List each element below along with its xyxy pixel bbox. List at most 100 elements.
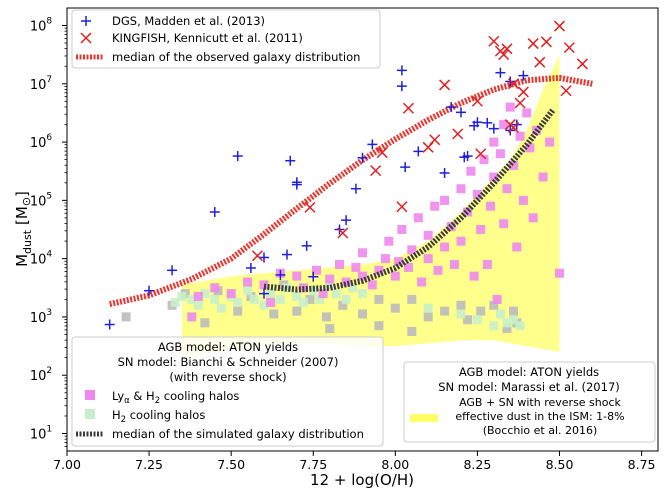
halo-square-point [476, 306, 486, 316]
halo-square-point [341, 294, 351, 304]
halo-square-point [187, 312, 197, 322]
halo-square-point [331, 289, 341, 299]
legend-left-title-1: AGB model: ATON yields [158, 340, 298, 354]
dgs-plus-point [341, 215, 352, 226]
y-tick-label: 106 [30, 133, 53, 151]
kingfish-x-point [553, 20, 566, 32]
legend-top-box [71, 9, 381, 69]
y-tick-label: 107 [30, 75, 52, 93]
halo-square-point [489, 321, 499, 331]
halo-square-point [193, 300, 203, 310]
y-tick-label: 101 [30, 425, 52, 443]
halo-square-point [499, 219, 509, 229]
legend-right-band-label-1: AGB + SN with reverse shock [459, 396, 621, 409]
legend-h2-square-icon [85, 409, 95, 419]
halo-square-point [358, 248, 367, 258]
halo-square-point [170, 297, 180, 307]
halo-square-point [384, 236, 394, 246]
halo-square-point [463, 315, 473, 325]
halo-square-point [348, 283, 358, 293]
plot-frame [66, 7, 659, 452]
halo-square-point [489, 137, 499, 147]
legend-h2-sub: 2 [121, 415, 126, 425]
halo-square-point [341, 277, 351, 287]
halo-square-point [233, 297, 243, 307]
halo-square-point [463, 207, 473, 217]
halo-square-point [210, 294, 220, 304]
kingfish-x-point [508, 121, 520, 134]
legend-left-title-2: SN model: Bianchi & Schneider (2007) [118, 355, 339, 369]
halo-square-point [367, 280, 377, 290]
halo-square-point [515, 321, 525, 331]
halo-square-point [423, 312, 433, 322]
halo-square-point [325, 324, 335, 334]
legend-right-band-label-3: (Bocchio et al. 2016) [483, 424, 598, 437]
halo-square-point [469, 271, 479, 281]
band-layer [181, 54, 560, 358]
y-tick-label: 108 [30, 16, 53, 34]
dgs-plus-point [308, 271, 319, 282]
x-tick-label: 8.00 [381, 457, 409, 472]
halo-square-point [538, 172, 548, 182]
halo-square-point [413, 213, 423, 223]
x-tick-label: 7.25 [135, 457, 163, 472]
legend-top-label-kingfish: KINGFISH, Kennicutt et al. (2011) [112, 31, 303, 45]
kingfish-x-point [560, 85, 572, 97]
kingfish-x-point [370, 165, 382, 177]
halo-square-point [200, 318, 210, 328]
halo-square-point [423, 303, 433, 313]
halo-square-point [512, 242, 522, 252]
halo-square-point [305, 294, 315, 304]
dgs-plus-point [275, 269, 286, 280]
halo-square-point [502, 318, 512, 328]
halo-square-point [216, 303, 226, 313]
kingfish-x-point [452, 128, 464, 140]
legend-lya-tail: cooling halos [160, 389, 239, 403]
halo-square-point [407, 327, 417, 336]
kingfish-x-point [337, 227, 349, 239]
x-tick-label: 8.25 [463, 457, 491, 472]
squares-layer [121, 102, 564, 336]
halo-square-point [502, 184, 512, 194]
kingfish-x-point [439, 79, 451, 91]
x-tick-label: 8.75 [628, 457, 656, 472]
dgs-plus-point [232, 151, 243, 162]
kingfish-x-point [498, 49, 510, 61]
halo-square-point [266, 297, 276, 307]
halo-square-point [315, 294, 325, 304]
legend-right: AGB model: ATON yields SN model: Marassi… [403, 361, 656, 443]
halo-square-point [482, 260, 492, 269]
halo-square-point [374, 321, 384, 331]
legend-top: DGS, Madden et al. (2013) KINGFISH, Kenn… [71, 9, 381, 69]
halo-square-point [394, 257, 404, 267]
halo-square-point [397, 225, 407, 234]
halo-square-point [226, 289, 236, 299]
dgs-plus-point [104, 319, 115, 330]
legend-x-icon [80, 32, 92, 44]
halo-square-point [351, 262, 361, 272]
halo-square-point [266, 289, 276, 299]
halo-square-point [275, 294, 285, 304]
dgs-plus-point [396, 65, 407, 76]
halo-square-point [499, 120, 509, 130]
halo-square-point [495, 149, 505, 159]
dgs-plus-point [472, 117, 483, 128]
dgs-plus-point [281, 249, 292, 260]
halo-square-point [407, 245, 417, 255]
halo-square-point [495, 309, 505, 319]
legend-right-title-1: AGB model: ATON yields [459, 365, 599, 379]
halo-square-point [423, 254, 433, 264]
halo-square-point [440, 195, 450, 205]
halo-square-point [292, 306, 302, 316]
y-axis-label: Mdust [M⊙] [13, 191, 34, 267]
dgs-plus-point [456, 107, 466, 118]
halo-square-point [528, 213, 538, 223]
kingfish-x-point [304, 201, 316, 213]
x-tick-label: 7.75 [299, 457, 327, 472]
kingfish-x-point [514, 97, 526, 109]
dgs-plus-point [413, 146, 424, 157]
halo-square-point [518, 195, 528, 205]
kingfish-x-point [376, 147, 388, 159]
halo-square-point [312, 265, 321, 275]
halo-square-point [525, 143, 535, 153]
